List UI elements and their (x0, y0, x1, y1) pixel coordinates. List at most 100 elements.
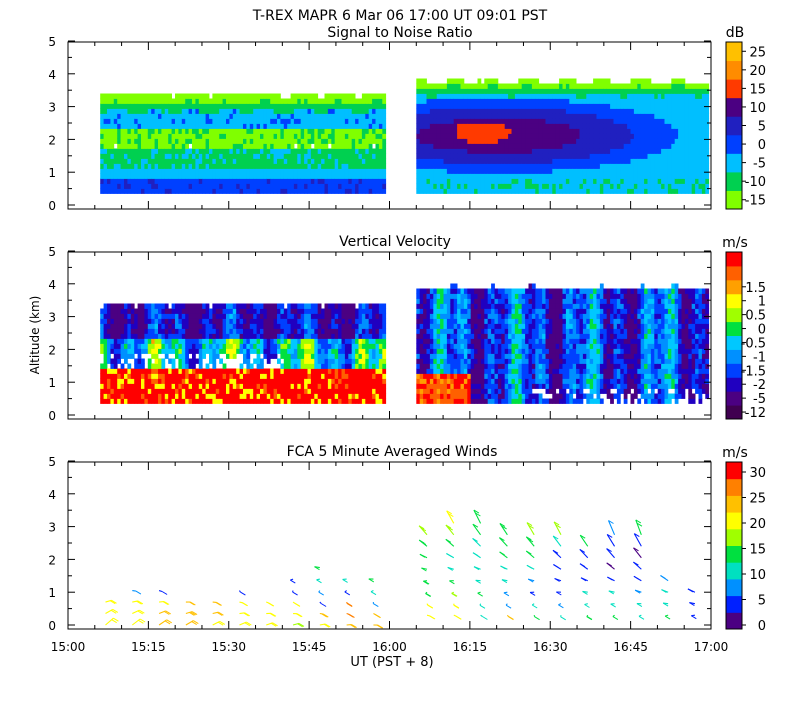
heatmap-cell (297, 119, 301, 124)
heatmap-cell (614, 139, 618, 144)
heatmap-cell (325, 189, 329, 194)
heatmap-cell (423, 184, 427, 189)
heatmap-cell (671, 189, 675, 194)
heatmap-cell (257, 344, 261, 349)
heatmap-cell (566, 159, 570, 164)
heatmap-cell (331, 369, 335, 374)
heatmap-cell (151, 169, 155, 174)
heatmap-cell (705, 99, 709, 104)
heatmap-cell (110, 184, 114, 189)
heatmap-cell (284, 349, 288, 354)
heatmap-cell (325, 139, 329, 144)
heatmap-cell (644, 154, 648, 159)
heatmap-cell (484, 179, 488, 184)
heatmap-cell (627, 139, 631, 144)
panel-title-snr: Signal to Noise Ratio (327, 25, 472, 41)
heatmap-cell (467, 129, 471, 134)
heatmap-cell (546, 94, 550, 99)
heatmap-cell (637, 94, 641, 99)
heatmap-cell (583, 154, 587, 159)
heatmap-cell (678, 184, 682, 189)
heatmap-cell (597, 154, 601, 159)
heatmap-cell (175, 374, 179, 379)
heatmap-cell (223, 109, 227, 114)
heatmap-cell (447, 99, 451, 104)
heatmap-cell (127, 339, 131, 344)
heatmap-cell (348, 129, 352, 134)
heatmap-cell (362, 99, 366, 104)
heatmap-cell (206, 104, 210, 109)
heatmap-cell (212, 374, 216, 379)
heatmap-cell (522, 114, 526, 119)
heatmap-cell (236, 384, 240, 389)
heatmap-cell (172, 139, 176, 144)
heatmap-cell (325, 104, 329, 109)
heatmap-cell (450, 149, 454, 154)
heatmap-cell (342, 114, 346, 119)
heatmap-cell (151, 344, 155, 349)
heatmap-cell (175, 144, 179, 149)
heatmap-cell (624, 149, 628, 154)
heatmap-cell (172, 119, 176, 124)
heatmap-cell (189, 344, 193, 349)
heatmap-cell (318, 154, 322, 159)
heatmap-cell (250, 374, 254, 379)
heatmap-cell (297, 369, 301, 374)
heatmap-cell (369, 159, 373, 164)
heatmap-cell (144, 399, 148, 404)
heatmap-cell (566, 104, 570, 109)
heatmap-cell (328, 344, 332, 349)
heatmap-cell (253, 349, 257, 354)
heatmap-cell (104, 329, 108, 334)
heatmap-cell (369, 154, 373, 159)
heatmap-cell (688, 189, 692, 194)
heatmap-cell (134, 389, 138, 394)
heatmap-cell (430, 174, 434, 179)
heatmap-cell (138, 359, 142, 364)
heatmap-cell (634, 104, 638, 109)
heatmap-cell (331, 394, 335, 399)
heatmap-cell (603, 114, 607, 119)
heatmap-cell (518, 139, 522, 144)
heatmap-cell (695, 104, 699, 109)
heatmap-cell (362, 119, 366, 124)
heatmap-cell (549, 184, 553, 189)
heatmap-cell (508, 119, 512, 124)
heatmap-cell (362, 134, 366, 139)
heatmap-cell (107, 314, 111, 319)
heatmap-cell (338, 184, 342, 189)
heatmap-cell (433, 109, 437, 114)
heatmap-cell (127, 124, 131, 129)
heatmap-cell (620, 119, 624, 124)
heatmap-cell (335, 384, 339, 389)
heatmap-cell (195, 389, 199, 394)
heatmap-cell (161, 394, 165, 399)
heatmap-cell (335, 129, 339, 134)
heatmap-cell (338, 114, 342, 119)
heatmap-cell (552, 84, 556, 89)
heatmap-cell (304, 394, 308, 399)
heatmap-cell (192, 319, 196, 324)
heatmap-cell (168, 94, 172, 99)
heatmap-cell (229, 309, 233, 314)
heatmap-cell (328, 189, 332, 194)
heatmap-cell (175, 159, 179, 164)
heatmap-cell (233, 379, 237, 384)
heatmap-cell (168, 359, 172, 364)
heatmap-cell (209, 119, 213, 124)
heatmap-cell (270, 119, 274, 124)
heatmap-cell (121, 334, 125, 339)
heatmap-cell (427, 124, 431, 129)
heatmap-cell (563, 94, 567, 99)
heatmap-cell (352, 114, 356, 119)
heatmap-cell (100, 389, 104, 394)
heatmap-cell (416, 119, 420, 124)
heatmap-cell (495, 84, 499, 89)
heatmap-cell (189, 129, 193, 134)
heatmap-cell (168, 164, 172, 169)
heatmap-cell (117, 379, 121, 384)
heatmap-cell (202, 394, 206, 399)
heatmap-cell (274, 314, 278, 319)
heatmap-cell (423, 99, 427, 104)
heatmap-cell (236, 114, 240, 119)
